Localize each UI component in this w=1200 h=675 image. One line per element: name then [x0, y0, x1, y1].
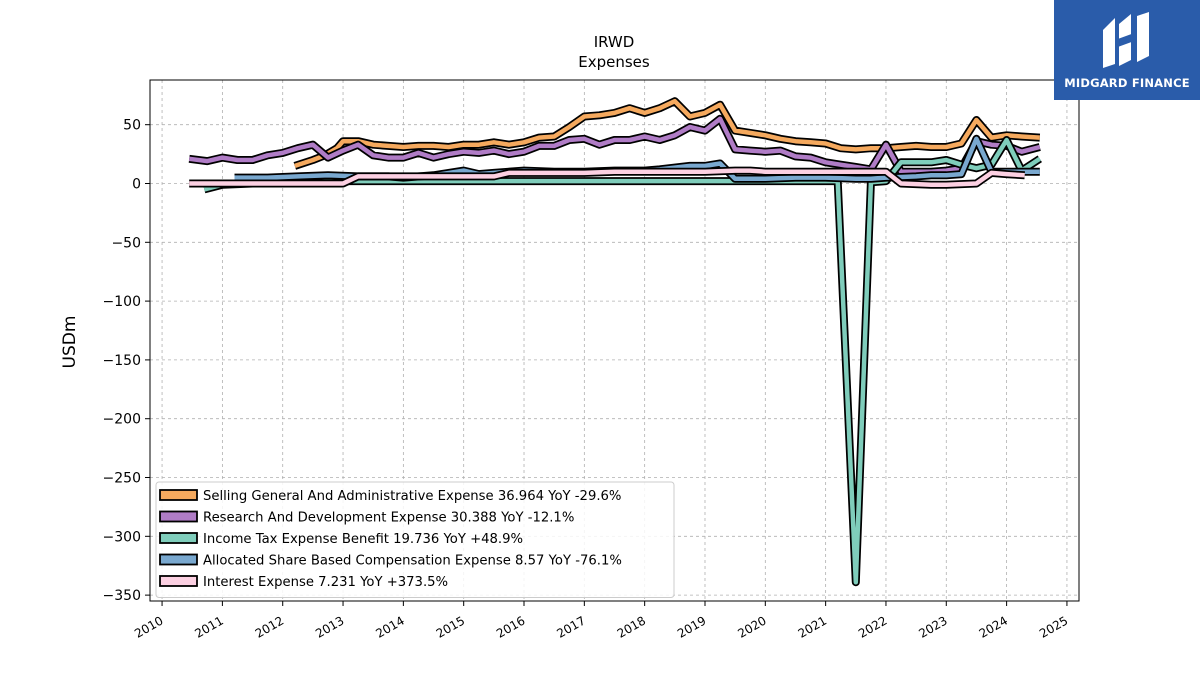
- legend-label: Income Tax Expense Benefit 19.736 YoY +4…: [203, 532, 523, 547]
- legend-label: Allocated Share Based Compensation Expen…: [203, 554, 622, 569]
- logo-mark-icon: [1103, 12, 1149, 68]
- legend: Selling General And Administrative Expen…: [155, 481, 675, 598]
- midgard-finance-logo: MIDGARD FINANCE: [1054, 0, 1200, 100]
- x-tick-label: 2024: [977, 613, 1010, 640]
- chart-title: IRWD: [594, 33, 635, 51]
- series-line-4: [189, 168, 1025, 187]
- legend-label: Research And Development Expense 30.388 …: [203, 511, 574, 526]
- y-axis-label: USDm: [60, 316, 80, 369]
- x-tick-label: 2022: [856, 613, 889, 640]
- legend-label: Interest Expense 7.231 YoY +373.5%: [203, 575, 448, 590]
- x-tick-label: 2015: [434, 613, 467, 640]
- y-tick-label: −200: [103, 412, 141, 428]
- legend-swatch: [159, 510, 198, 523]
- x-tick-label: 2014: [373, 613, 406, 640]
- x-tick-label: 2021: [796, 613, 829, 640]
- series-line-2: [203, 137, 1042, 585]
- x-tick-label: 2011: [192, 613, 225, 640]
- legend-swatch: [159, 489, 198, 501]
- y-tick-label: −100: [103, 294, 141, 310]
- x-tick-label: 2020: [735, 613, 768, 640]
- plot-frame: [149, 79, 1080, 602]
- x-tick-label: 2018: [615, 613, 648, 640]
- y-tick-label: −300: [103, 529, 141, 545]
- x-tick-label: 2019: [675, 613, 708, 640]
- x-tick-label: 2023: [916, 613, 949, 640]
- x-tick-label: 2012: [253, 613, 286, 640]
- series-lines: [188, 97, 1042, 587]
- legend-label: Selling General And Administrative Expen…: [203, 489, 621, 504]
- x-tick-label: 2017: [554, 613, 587, 640]
- legend-box: [155, 481, 675, 598]
- x-tick-label: 2025: [1037, 613, 1070, 640]
- legend-swatch: [159, 532, 198, 544]
- y-tick-label: −350: [103, 588, 141, 604]
- chart-subtitle: Expenses: [578, 53, 650, 71]
- series-line-0: [294, 98, 1040, 169]
- y-tick-label: 50: [123, 118, 141, 134]
- x-tick-label: 2016: [494, 613, 527, 640]
- x-tick-label: 2010: [132, 613, 165, 640]
- logo-text: MIDGARD FINANCE: [1064, 76, 1190, 90]
- y-tick-label: −50: [111, 235, 141, 251]
- legend-swatch: [159, 575, 198, 587]
- y-tick-label: −150: [103, 353, 141, 369]
- x-tick-label: 2013: [313, 613, 346, 640]
- legend-swatch: [159, 553, 198, 566]
- y-tick-label: −250: [103, 471, 141, 487]
- y-tick-label: 0: [132, 176, 141, 192]
